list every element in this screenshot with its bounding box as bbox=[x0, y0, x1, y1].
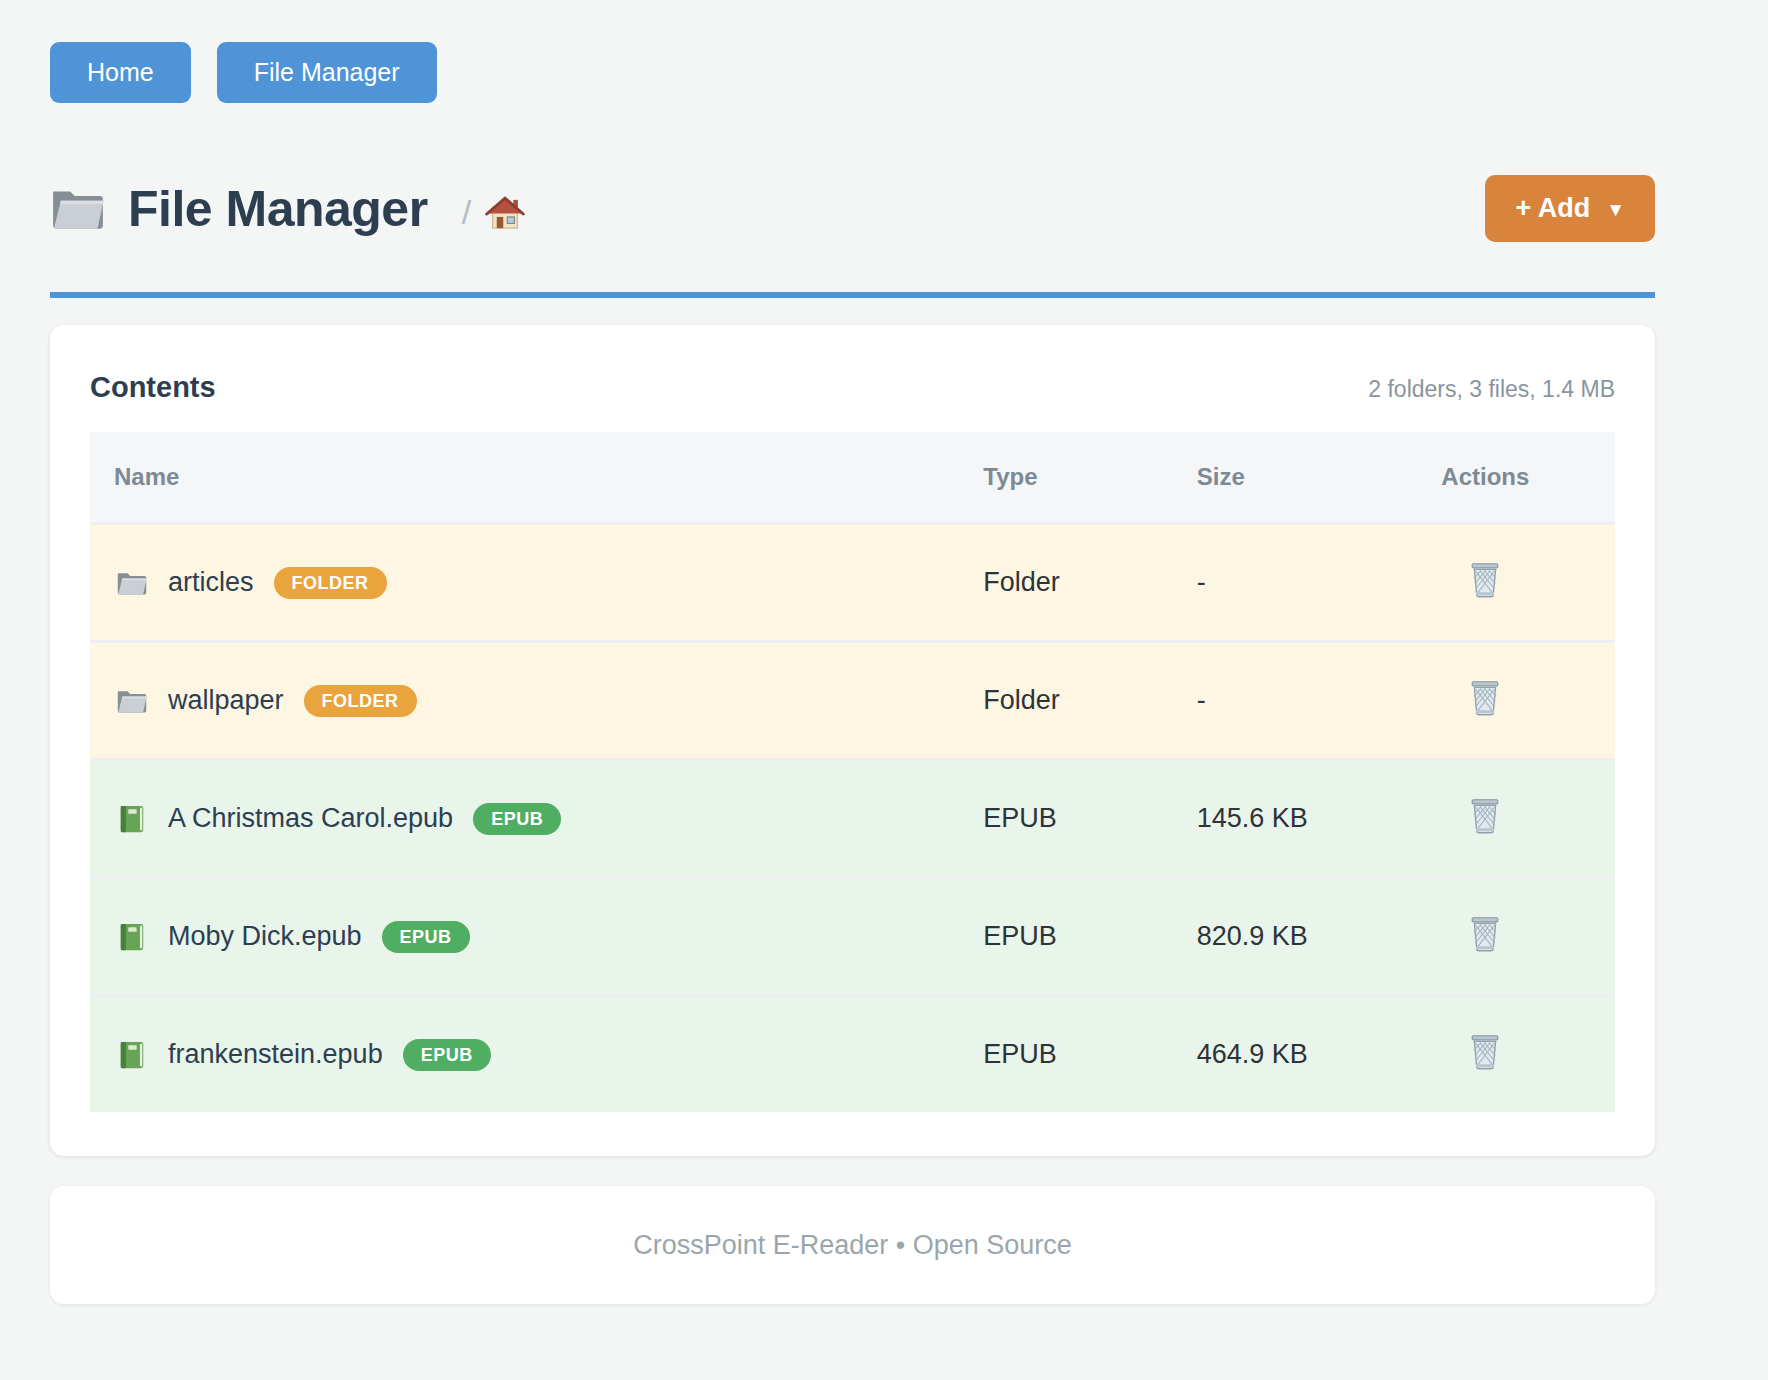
column-header-name: Name bbox=[90, 432, 959, 524]
contents-card: Contents 2 folders, 3 files, 1.4 MB Name… bbox=[50, 325, 1655, 1156]
green-book-icon bbox=[116, 804, 148, 834]
file-type-badge: EPUB bbox=[403, 1039, 491, 1071]
file-manager-button[interactable]: File Manager bbox=[217, 42, 437, 103]
home-button[interactable]: Home bbox=[50, 42, 191, 103]
delete-button[interactable] bbox=[1466, 559, 1504, 601]
wastebasket-icon bbox=[1468, 561, 1502, 599]
page-header: File Manager / + Add ▼ bbox=[50, 175, 1655, 242]
chevron-down-icon: ▼ bbox=[1606, 200, 1625, 219]
add-button[interactable]: + Add ▼ bbox=[1485, 175, 1655, 242]
file-type-badge: EPUB bbox=[473, 803, 561, 835]
files-table: Name Type Size Actions articles FOLDER F… bbox=[90, 432, 1615, 1112]
table-row: articles FOLDER Folder - bbox=[90, 524, 1615, 642]
file-name-link[interactable]: frankenstein.epub bbox=[168, 1039, 383, 1070]
file-size-cell: - bbox=[1173, 524, 1356, 642]
contents-summary: 2 folders, 3 files, 1.4 MB bbox=[1368, 376, 1615, 403]
contents-card-header: Contents 2 folders, 3 files, 1.4 MB bbox=[90, 371, 1615, 404]
file-name-link[interactable]: Moby Dick.epub bbox=[168, 921, 362, 952]
file-type-cell: Folder bbox=[959, 642, 1173, 760]
add-button-label: + Add bbox=[1515, 195, 1590, 222]
breadcrumb-separator: / bbox=[462, 193, 471, 232]
page-title: File Manager bbox=[128, 180, 428, 238]
column-header-actions: Actions bbox=[1356, 432, 1615, 524]
folder-icon bbox=[50, 185, 106, 232]
accent-divider bbox=[50, 292, 1655, 298]
wastebasket-icon bbox=[1468, 679, 1502, 717]
file-type-badge: FOLDER bbox=[274, 567, 387, 599]
folder-icon bbox=[116, 568, 148, 598]
file-size-cell: - bbox=[1173, 642, 1356, 760]
file-type-badge: EPUB bbox=[382, 921, 470, 953]
file-type-cell: EPUB bbox=[959, 878, 1173, 996]
file-table-body: articles FOLDER Folder - wallpaper FOLDE… bbox=[90, 524, 1615, 1113]
table-row: A Christmas Carol.epub EPUB EPUB 145.6 K… bbox=[90, 760, 1615, 878]
breadcrumb: File Manager / bbox=[50, 180, 525, 238]
table-row: Moby Dick.epub EPUB EPUB 820.9 KB bbox=[90, 878, 1615, 996]
wastebasket-icon bbox=[1468, 1033, 1502, 1071]
footer-text: CrossPoint E-Reader • Open Source bbox=[633, 1230, 1072, 1261]
green-book-icon bbox=[116, 1040, 148, 1070]
delete-button[interactable] bbox=[1466, 1031, 1504, 1073]
footer: CrossPoint E-Reader • Open Source bbox=[50, 1186, 1655, 1304]
table-row: wallpaper FOLDER Folder - bbox=[90, 642, 1615, 760]
column-header-size: Size bbox=[1173, 432, 1356, 524]
delete-button[interactable] bbox=[1466, 677, 1504, 719]
file-size-cell: 145.6 KB bbox=[1173, 760, 1356, 878]
table-row: frankenstein.epub EPUB EPUB 464.9 KB bbox=[90, 996, 1615, 1113]
file-size-cell: 820.9 KB bbox=[1173, 878, 1356, 996]
file-type-badge: FOLDER bbox=[304, 685, 417, 717]
file-type-cell: Folder bbox=[959, 524, 1173, 642]
wastebasket-icon bbox=[1468, 797, 1502, 835]
green-book-icon bbox=[116, 922, 148, 952]
column-header-type: Type bbox=[959, 432, 1173, 524]
file-size-cell: 464.9 KB bbox=[1173, 996, 1356, 1113]
file-type-cell: EPUB bbox=[959, 996, 1173, 1113]
wastebasket-icon bbox=[1468, 915, 1502, 953]
file-name-link[interactable]: A Christmas Carol.epub bbox=[168, 803, 453, 834]
top-nav: Home File Manager bbox=[50, 42, 1655, 103]
folder-icon bbox=[116, 686, 148, 716]
table-header-row: Name Type Size Actions bbox=[90, 432, 1615, 524]
file-name-link[interactable]: articles bbox=[168, 567, 254, 598]
file-name-link[interactable]: wallpaper bbox=[168, 685, 284, 716]
file-type-cell: EPUB bbox=[959, 760, 1173, 878]
delete-button[interactable] bbox=[1466, 913, 1504, 955]
contents-heading: Contents bbox=[90, 371, 216, 404]
house-icon[interactable] bbox=[485, 195, 525, 233]
delete-button[interactable] bbox=[1466, 795, 1504, 837]
page: Home File Manager File Manager / + Add ▼… bbox=[50, 0, 1655, 1304]
